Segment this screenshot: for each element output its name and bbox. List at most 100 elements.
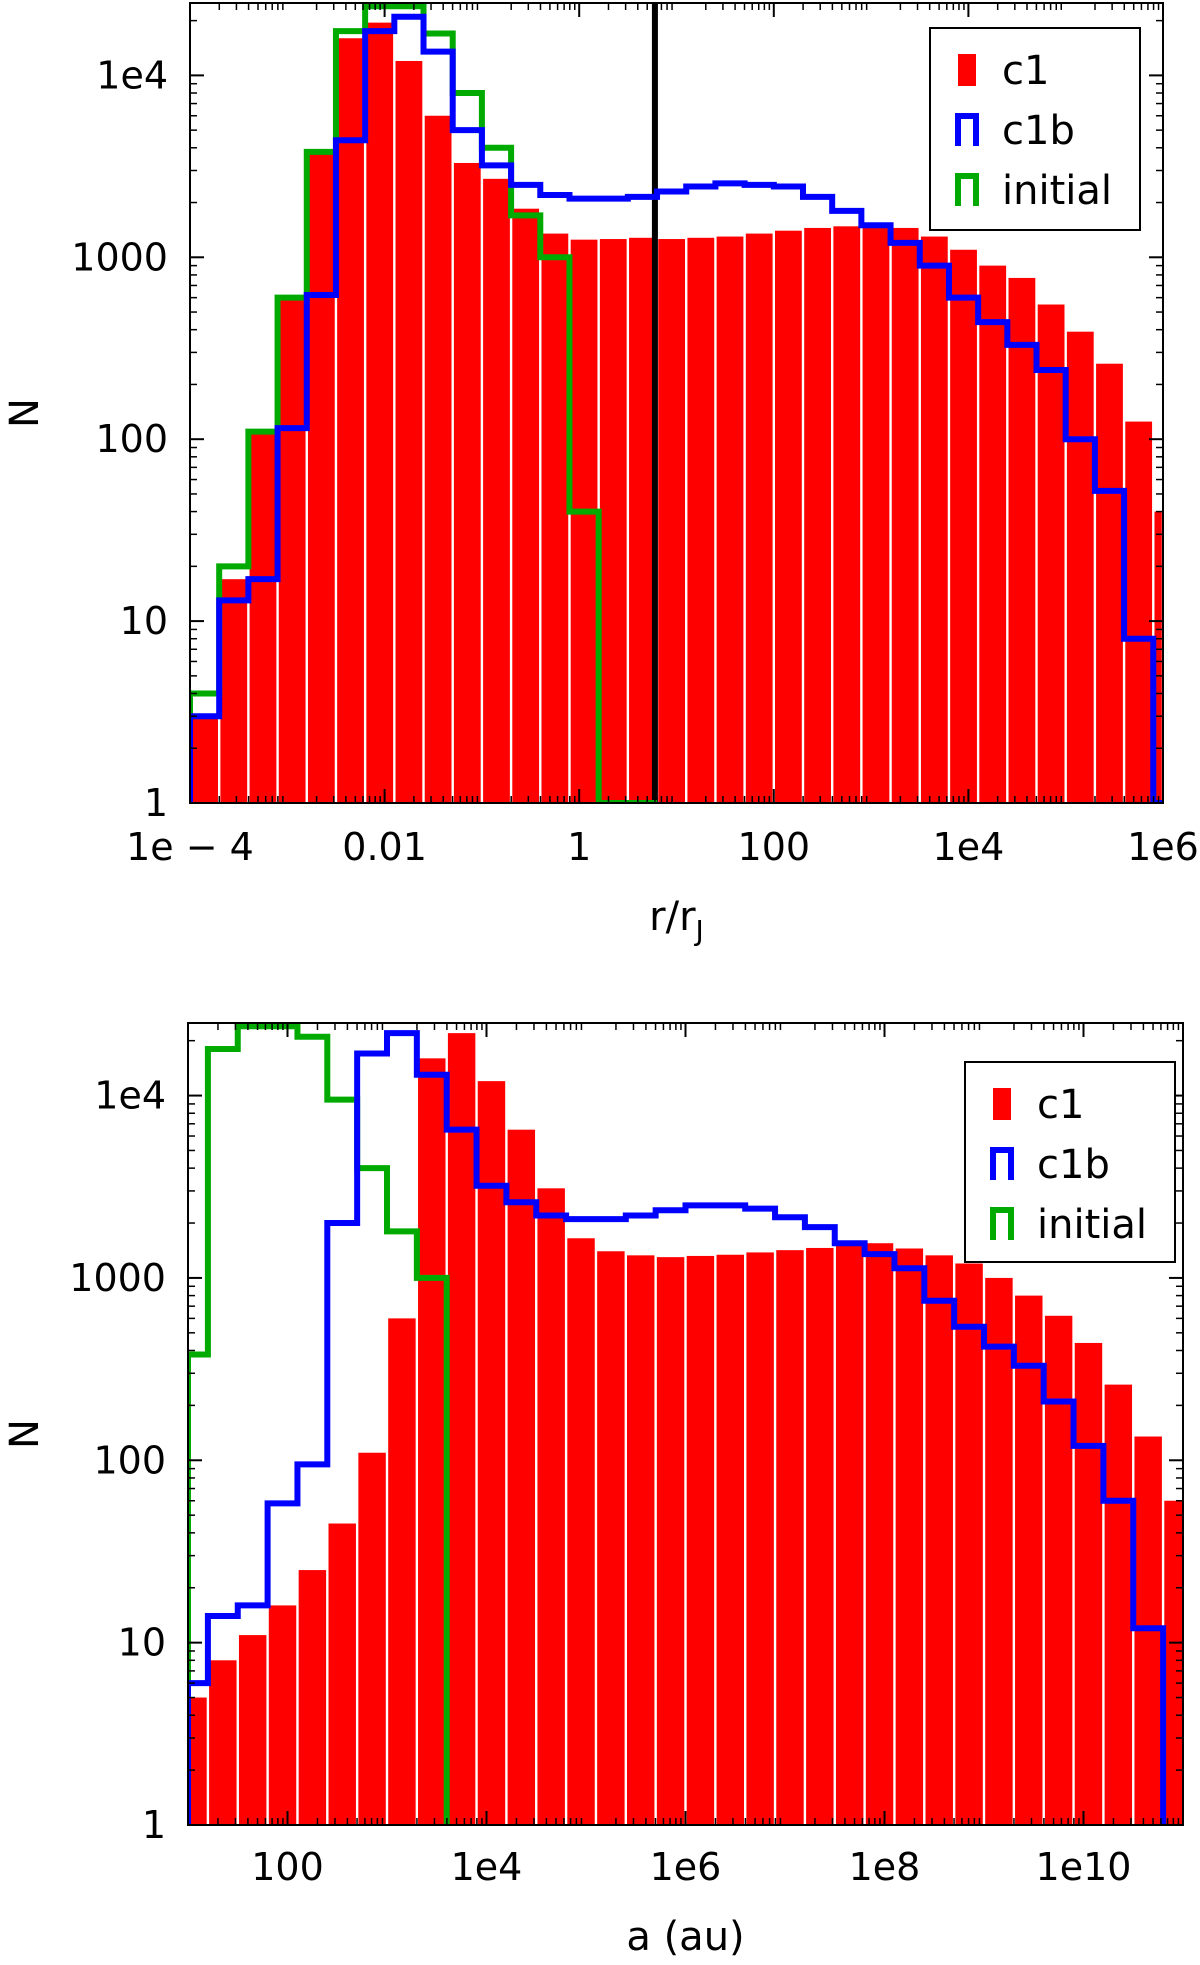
c1-bar-11 bbox=[507, 1129, 536, 1825]
c1-bar-20 bbox=[775, 230, 802, 803]
c1-bar-18 bbox=[716, 1254, 744, 1825]
c1-bar-22 bbox=[835, 1245, 864, 1825]
plot-frame bbox=[189, 2, 1164, 804]
legend-swatch-c1 bbox=[958, 54, 976, 86]
c1-bar-18 bbox=[716, 236, 744, 803]
c1-bar-8 bbox=[424, 115, 452, 803]
c1b-step-line bbox=[188, 1030, 1167, 1825]
x-tick-label: 1e4 bbox=[451, 1845, 523, 1889]
c1-bar-6 bbox=[366, 22, 394, 803]
legend-swatch-c1 bbox=[993, 1088, 1011, 1120]
y-tick-label: 100 bbox=[95, 417, 168, 461]
c1-bar-32 bbox=[1125, 421, 1153, 803]
c1-bar-13 bbox=[570, 239, 598, 803]
x-tick-label: 1e4 bbox=[933, 825, 1005, 869]
c1-bar-24 bbox=[891, 227, 919, 803]
c1-bar-19 bbox=[746, 1252, 774, 1825]
legend-label-initial: initial bbox=[1002, 168, 1112, 214]
c1-bar-2 bbox=[249, 431, 277, 803]
c1-bar-19 bbox=[745, 233, 773, 803]
legend-swatch-c1b bbox=[955, 113, 979, 146]
c1-bar-21 bbox=[804, 227, 831, 803]
c1-bar-27 bbox=[979, 265, 1007, 803]
c1-bar-28 bbox=[1008, 277, 1036, 803]
c1-bar-29 bbox=[1037, 304, 1065, 803]
initial-step-line bbox=[190, 3, 658, 803]
c1-bar-4 bbox=[298, 1570, 327, 1825]
c1-bar-4 bbox=[307, 151, 335, 803]
c1-bar-16 bbox=[656, 1257, 685, 1825]
legend-label-c1: c1 bbox=[1002, 48, 1049, 94]
c1-bar-0 bbox=[191, 716, 218, 803]
x-tick-label: 1e10 bbox=[1036, 1845, 1132, 1889]
legend: c1 c1b initial bbox=[964, 1061, 1176, 1263]
y-tick-label: 1e4 bbox=[96, 53, 168, 97]
legend-swatch-initial bbox=[955, 173, 979, 206]
c1-bar-6 bbox=[358, 1452, 386, 1825]
c1-bar-31 bbox=[1096, 363, 1123, 803]
plot-area bbox=[188, 1023, 1183, 1825]
c1-bar-8 bbox=[418, 1058, 446, 1825]
c1-bar-22 bbox=[833, 226, 861, 803]
c1-bar-9 bbox=[447, 1033, 476, 1825]
c1-bar-1 bbox=[209, 1660, 237, 1825]
c1-bar-1 bbox=[220, 579, 248, 803]
x-tick-label: 1e − 4 bbox=[126, 825, 254, 869]
x-axis-title: a (au) bbox=[626, 1914, 744, 1960]
c1-bar-12 bbox=[537, 1188, 565, 1825]
c1-bar-21 bbox=[806, 1247, 834, 1825]
c1-bar-10 bbox=[477, 1081, 506, 1825]
legend: c1 c1b initial bbox=[929, 27, 1141, 231]
c1-bar-28 bbox=[1015, 1295, 1043, 1825]
c1-bar-2 bbox=[238, 1635, 267, 1825]
c1-bar-31 bbox=[1104, 1384, 1133, 1825]
x-axis-title-subscript: J bbox=[694, 914, 704, 947]
c1-bar-30 bbox=[1066, 331, 1094, 803]
x-tick-label: 0.01 bbox=[342, 825, 427, 869]
c1-bar-15 bbox=[627, 1255, 655, 1825]
legend-label-c1: c1 bbox=[1037, 1082, 1084, 1128]
c1-bar-17 bbox=[686, 1255, 715, 1825]
c1-bar-27 bbox=[985, 1277, 1013, 1825]
initial-step-line bbox=[188, 1023, 450, 1825]
y-tick-label: 1 bbox=[144, 781, 168, 825]
c1-bar-26 bbox=[955, 1263, 983, 1825]
c1-bar-14 bbox=[599, 239, 627, 803]
c1b-step-line bbox=[190, 13, 1163, 803]
y-tick-label: 100 bbox=[93, 1438, 166, 1482]
c1-bar-0 bbox=[189, 1697, 207, 1825]
legend-label-c1b: c1b bbox=[1037, 1142, 1110, 1188]
c1-bar-33 bbox=[1164, 1500, 1183, 1825]
c1-bar-7 bbox=[395, 60, 423, 803]
y-tick-label: 10 bbox=[120, 599, 168, 643]
legend-swatch-c1b bbox=[990, 1147, 1014, 1180]
legend-label-initial: initial bbox=[1037, 1202, 1147, 1248]
c1-bar-23 bbox=[865, 1243, 894, 1825]
c1-bar-7 bbox=[388, 1318, 416, 1825]
plot-area bbox=[190, 3, 1163, 803]
y-tick-label: 1000 bbox=[69, 1256, 166, 1300]
c1-bar-15 bbox=[629, 237, 656, 803]
legend-label-c1b: c1b bbox=[1002, 108, 1075, 154]
legend-box bbox=[929, 27, 1141, 231]
c1-bar-16 bbox=[658, 239, 686, 803]
c1-bar-25 bbox=[920, 236, 948, 803]
c1-bar-11 bbox=[512, 208, 540, 803]
c1-bar-5 bbox=[328, 1523, 356, 1825]
c1-bar-5 bbox=[337, 38, 364, 803]
x-tick-label: 1e6 bbox=[650, 1845, 722, 1889]
x-tick-label: 1e8 bbox=[849, 1845, 921, 1889]
c1-bar-14 bbox=[597, 1251, 625, 1825]
y-axis-title: N bbox=[2, 1419, 48, 1449]
c1-bar-3 bbox=[268, 1605, 297, 1825]
y-tick-label: 1 bbox=[142, 1803, 166, 1847]
c1-bar-10 bbox=[483, 178, 510, 803]
x-tick-label: 1e6 bbox=[1127, 825, 1199, 869]
y-tick-label: 10 bbox=[118, 1621, 166, 1665]
y-tick-label: 1e4 bbox=[94, 1074, 166, 1118]
top-histogram-panel: 1 10 100 1000 1e4 1e − 4 0.01 1 100 1e4 1e6 r/rJ Nc1… bbox=[2, 2, 1199, 947]
c1-bar-3 bbox=[278, 297, 306, 803]
legend-swatch-initial bbox=[990, 1207, 1014, 1240]
